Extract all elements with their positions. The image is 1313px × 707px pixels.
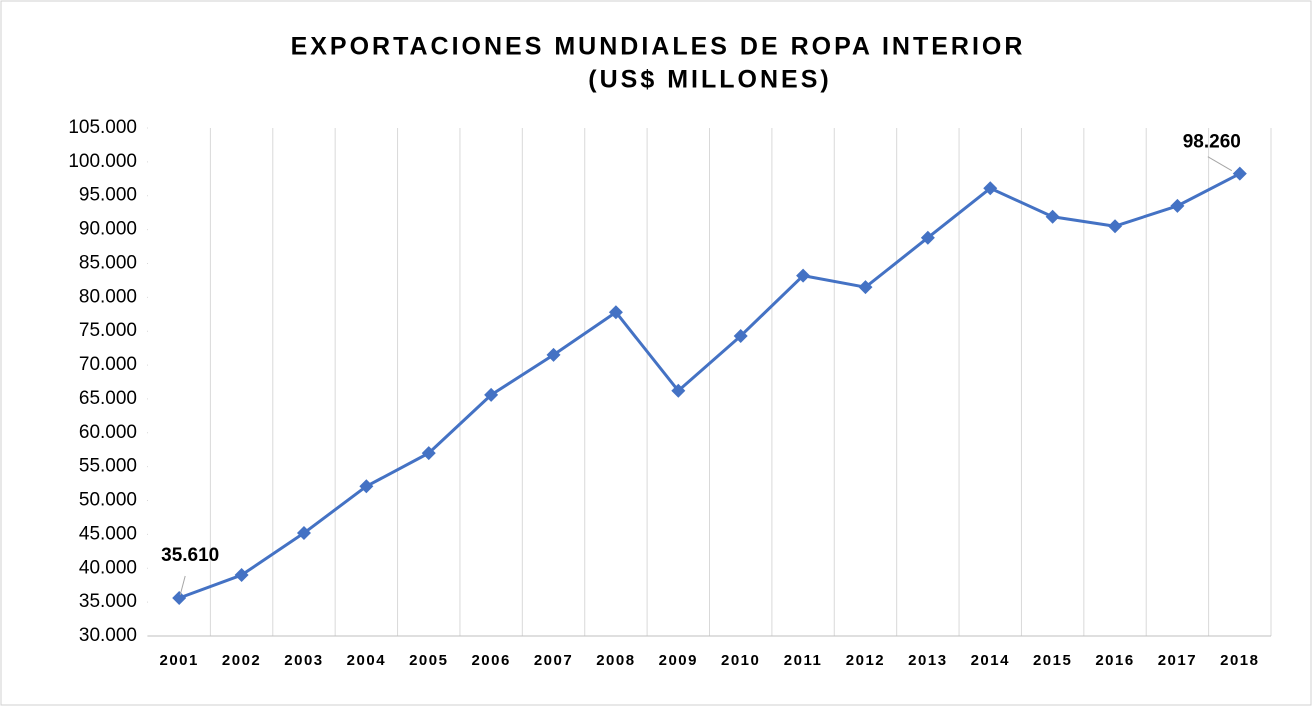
- x-tick-label: 2011: [784, 652, 823, 669]
- marker: [1232, 166, 1247, 181]
- x-tick-label: 2012: [846, 652, 885, 669]
- y-tick-label: 45.000: [79, 523, 137, 544]
- marker: [484, 387, 499, 402]
- data-label: 35.610: [161, 545, 219, 566]
- x-tick-label: 2017: [1158, 652, 1197, 669]
- marker: [172, 591, 187, 606]
- marker: [983, 181, 998, 196]
- y-tick-label: 65.000: [79, 388, 137, 409]
- y-tick-label: 100.000: [68, 151, 137, 172]
- x-tick-label: 2006: [471, 652, 510, 669]
- y-tick-label: 40.000: [79, 557, 137, 578]
- y-tick-label: 70.000: [79, 354, 137, 375]
- x-tick-label: 2013: [908, 652, 947, 669]
- marker: [858, 280, 873, 295]
- x-tick-label: 2016: [1095, 652, 1134, 669]
- x-tick-label: 2001: [160, 652, 199, 669]
- marker: [359, 479, 374, 494]
- chart-title: (US$ MILLONES): [588, 66, 831, 94]
- leader-line: [179, 575, 186, 596]
- y-tick-label: 85.000: [79, 252, 137, 273]
- y-tick-label: 30.000: [79, 625, 137, 646]
- y-tick-label: 80.000: [79, 286, 137, 307]
- x-tick-label: 2004: [347, 652, 386, 669]
- y-tick-label: 105.000: [68, 117, 137, 138]
- y-tick-label: 90.000: [79, 219, 137, 240]
- x-tick-label: 2008: [596, 652, 635, 669]
- x-tick-label: 2015: [1033, 652, 1072, 669]
- y-tick-label: 55.000: [79, 456, 137, 477]
- leader-line: [1207, 156, 1233, 172]
- x-tick-label: 2018: [1220, 652, 1259, 669]
- x-tick-label: 2014: [971, 652, 1010, 669]
- x-tick-label: 2009: [659, 652, 698, 669]
- marker: [296, 526, 311, 541]
- series-line: [178, 172, 1241, 600]
- x-tick-label: 2005: [409, 652, 448, 669]
- marker: [671, 383, 686, 398]
- y-tick-label: 75.000: [79, 320, 137, 341]
- y-tick-label: 35.000: [79, 591, 137, 612]
- marker: [796, 268, 811, 283]
- y-tick-label: 95.000: [79, 185, 137, 206]
- marker: [920, 230, 935, 245]
- marker: [1170, 198, 1185, 213]
- x-tick-label: 2003: [284, 652, 323, 669]
- x-tick-label: 2010: [721, 652, 760, 669]
- marker: [421, 446, 436, 461]
- marker: [1108, 219, 1123, 234]
- x-tick-label: 2002: [222, 652, 261, 669]
- marker: [1045, 209, 1060, 224]
- x-tick-label: 2007: [534, 652, 573, 669]
- marker: [546, 347, 561, 362]
- y-tick-label: 50.000: [79, 490, 137, 511]
- chart-title: EXPORTACIONES MUNDIALES DE ROPA INTERIOR: [291, 33, 1026, 61]
- y-tick-label: 60.000: [79, 422, 137, 443]
- marker: [608, 305, 623, 320]
- marker: [234, 568, 249, 583]
- marker: [733, 328, 748, 343]
- data-label: 98.260: [1183, 132, 1241, 153]
